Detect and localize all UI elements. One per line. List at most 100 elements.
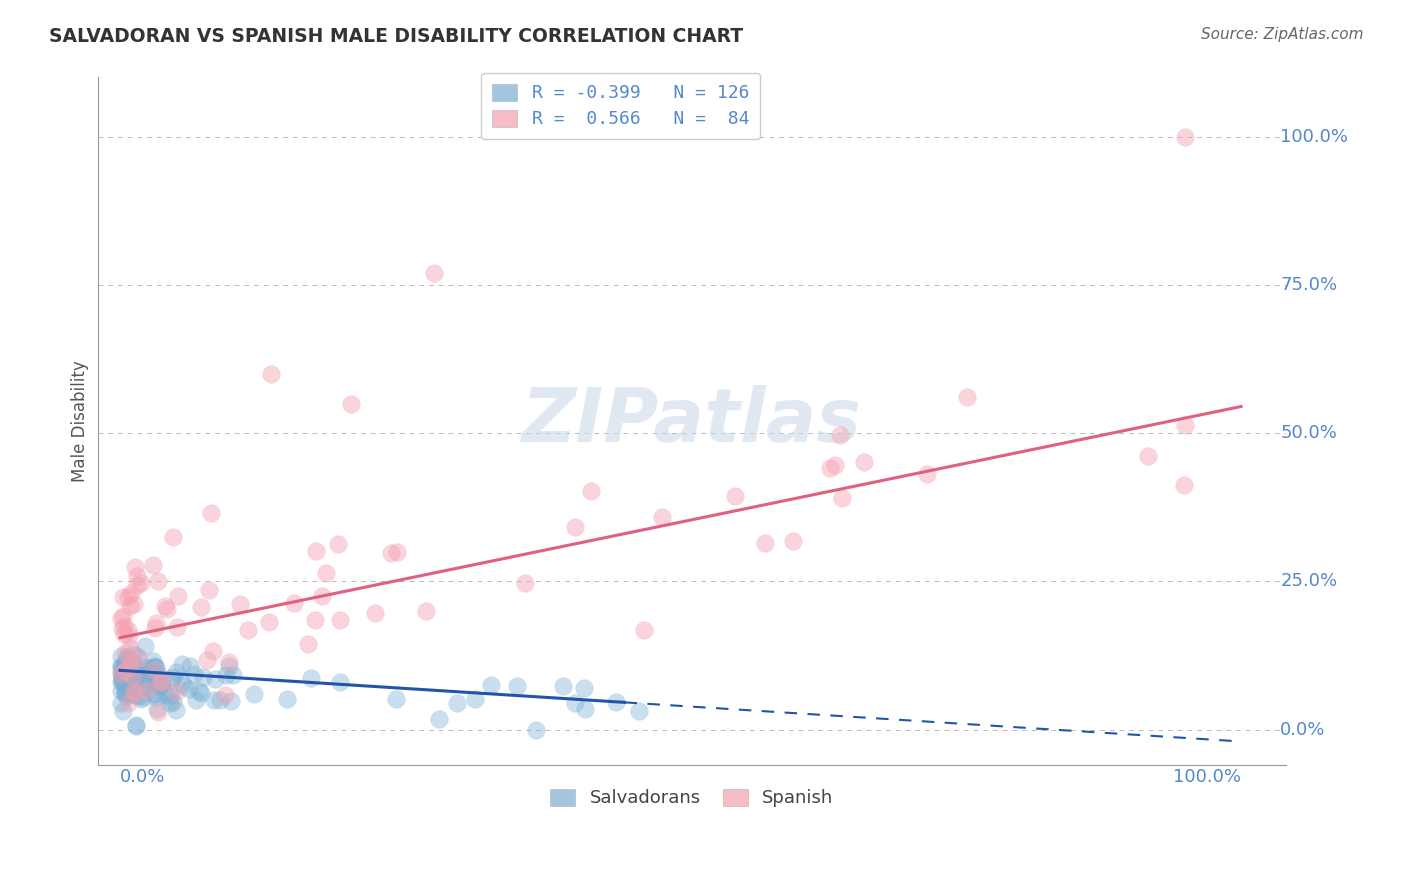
Point xyxy=(142,663,165,677)
Point xyxy=(127,578,149,592)
Point xyxy=(118,629,141,643)
Point xyxy=(145,702,167,716)
Point xyxy=(112,670,135,684)
Text: Source: ZipAtlas.com: Source: ZipAtlas.com xyxy=(1201,27,1364,42)
Point xyxy=(118,657,141,672)
Point xyxy=(304,613,326,627)
Point xyxy=(117,590,139,604)
Point xyxy=(380,546,402,560)
Point xyxy=(135,677,157,691)
Point xyxy=(167,589,190,603)
Text: 25.0%: 25.0% xyxy=(1281,573,1337,591)
Point xyxy=(215,667,238,681)
Point xyxy=(297,637,319,651)
Point xyxy=(111,669,134,683)
Point xyxy=(197,582,219,597)
Point xyxy=(114,664,136,678)
Point xyxy=(117,657,139,672)
Point xyxy=(110,648,132,663)
Point xyxy=(143,621,166,635)
Point xyxy=(915,467,938,481)
Point xyxy=(515,576,537,591)
Point xyxy=(142,653,165,667)
Point xyxy=(115,649,138,664)
Point xyxy=(131,690,153,704)
Point xyxy=(605,695,627,709)
Point xyxy=(122,670,145,684)
Point xyxy=(172,675,194,690)
Point xyxy=(120,657,142,671)
Point xyxy=(115,674,138,689)
Point xyxy=(155,688,177,702)
Point xyxy=(146,574,169,588)
Point xyxy=(326,537,349,551)
Point xyxy=(179,659,201,673)
Point xyxy=(136,682,159,697)
Point xyxy=(782,533,804,548)
Point xyxy=(122,661,145,675)
Point xyxy=(200,506,222,520)
Point xyxy=(118,662,141,676)
Point xyxy=(831,491,853,505)
Point xyxy=(124,665,146,679)
Point xyxy=(724,489,747,503)
Point xyxy=(283,596,305,610)
Point xyxy=(142,558,165,573)
Point xyxy=(118,599,141,613)
Point xyxy=(143,660,166,674)
Point xyxy=(141,669,163,683)
Point xyxy=(111,672,134,686)
Point xyxy=(134,639,156,653)
Point xyxy=(115,675,138,690)
Point xyxy=(172,657,194,671)
Point xyxy=(135,667,157,681)
Point xyxy=(114,686,136,700)
Legend: Salvadorans, Spanish: Salvadorans, Spanish xyxy=(543,781,841,814)
Point xyxy=(111,674,134,689)
Point xyxy=(754,536,776,550)
Point xyxy=(111,621,134,635)
Point xyxy=(165,685,187,699)
Point xyxy=(505,679,527,693)
Point xyxy=(138,661,160,675)
Point xyxy=(110,674,132,689)
Text: ZIPatlas: ZIPatlas xyxy=(522,384,862,458)
Point xyxy=(124,559,146,574)
Point xyxy=(329,674,352,689)
Text: 75.0%: 75.0% xyxy=(1281,276,1337,294)
Point xyxy=(143,686,166,700)
Point xyxy=(633,624,655,638)
Point xyxy=(818,461,841,475)
Point xyxy=(145,677,167,691)
Point xyxy=(112,676,135,690)
Point xyxy=(219,694,242,708)
Point xyxy=(114,686,136,700)
Text: 100.0%: 100.0% xyxy=(1173,768,1241,786)
Point xyxy=(149,678,172,692)
Point xyxy=(122,597,145,611)
Point xyxy=(415,604,437,618)
Point xyxy=(828,428,851,442)
Point xyxy=(125,685,148,699)
Point xyxy=(121,686,143,700)
Point xyxy=(311,589,333,603)
Point xyxy=(124,679,146,693)
Point xyxy=(824,458,846,472)
Point xyxy=(122,685,145,699)
Point xyxy=(143,672,166,686)
Point xyxy=(145,659,167,673)
Point xyxy=(238,623,260,637)
Point xyxy=(149,674,172,689)
Point xyxy=(142,665,165,679)
Point xyxy=(364,606,387,620)
Point xyxy=(551,679,574,693)
Point xyxy=(162,695,184,709)
Point xyxy=(121,680,143,694)
Point xyxy=(125,689,148,703)
Point xyxy=(114,689,136,703)
Point xyxy=(166,665,188,679)
Point xyxy=(125,666,148,681)
Point xyxy=(162,670,184,684)
Point xyxy=(190,686,212,700)
Point xyxy=(1174,129,1197,144)
